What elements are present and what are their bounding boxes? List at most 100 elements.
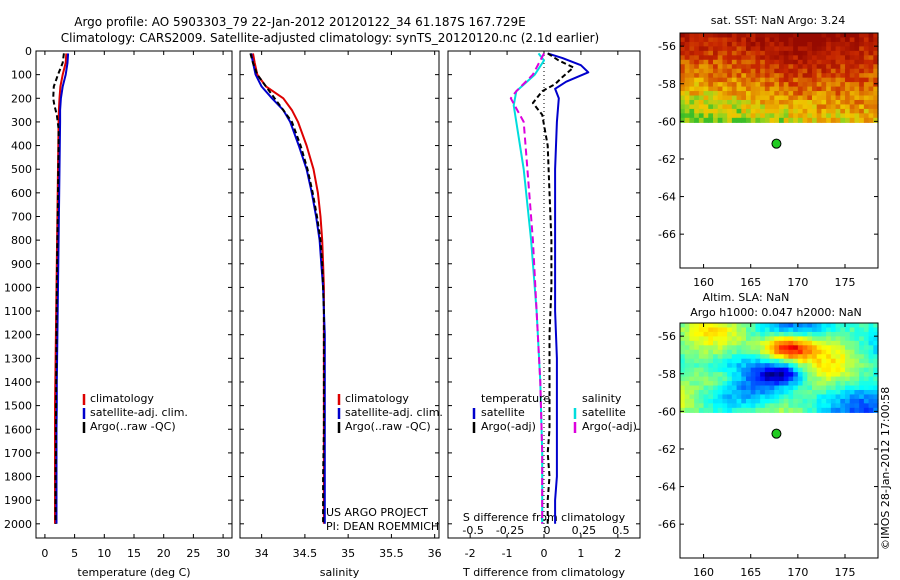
sla_map-heatmap-cell (769, 323, 775, 329)
sst_map-heatmap-cell (873, 91, 879, 97)
salinity-legend-entry: climatology (345, 392, 409, 405)
sla_map-heatmap-cell (826, 403, 832, 409)
sst_map-heatmap-cell (788, 113, 794, 119)
sst_map-heatmap-cell (755, 77, 761, 83)
sst_map-heatmap-cell (854, 37, 860, 43)
sst_map-heatmap-cell (708, 46, 714, 52)
sst_map-heatmap-cell (845, 46, 851, 52)
sst_map-heatmap-cell (788, 68, 794, 74)
sst_map-heatmap-cell (746, 86, 752, 92)
sst_map-heatmap-cell (750, 113, 757, 119)
sla_map-heatmap-cell (835, 394, 841, 400)
sla_map-heatmap-cell (830, 398, 837, 404)
sla_map-heatmap-cell (835, 385, 841, 391)
sst_map-heatmap-cell (713, 68, 719, 74)
sla_map-heatmap-cell (807, 340, 813, 346)
sla_map-heatmap-cell (684, 327, 691, 333)
sst_map-heatmap-cell (755, 55, 761, 61)
sst_map-heatmap-cell (684, 108, 691, 114)
sst_map-heatmap-cell (835, 91, 841, 97)
sst_map-heatmap-cell (779, 117, 785, 123)
sla_map-heatmap-cell (736, 358, 742, 364)
sst_map-heatmap-cell (863, 99, 870, 106)
sst_map-heatmap-cell (684, 113, 691, 119)
sla_map-heatmap-cell (807, 376, 813, 382)
sla_map-heatmap-cell (845, 367, 851, 373)
sst_map-heatmap-cell (746, 68, 752, 74)
sla_map-heatmap-cell (821, 331, 827, 337)
sst_map-heatmap-cell (736, 99, 742, 106)
sla_map-heatmap-cell (736, 349, 742, 355)
sst_map-heatmap-cell (835, 68, 841, 74)
sst_map-heatmap-cell (727, 77, 733, 83)
sla_map-heatmap-cell (793, 354, 799, 360)
sst_map-heatmap-cell (731, 73, 738, 79)
depth-tick-label: 100 (11, 69, 32, 82)
sst_map-heatmap-cell (854, 104, 860, 110)
salinity-xtick-label: 35 (341, 547, 355, 560)
sst_map-heatmap-cell (769, 59, 775, 65)
sla_map-heatmap-cell (703, 336, 709, 342)
sla_map-heatmap-cell (793, 376, 799, 382)
sla_map-heatmap-cell (835, 354, 841, 360)
sla_map-heatmap-cell (835, 398, 841, 404)
sst_map-heatmap-cell (717, 108, 724, 114)
sla_map-heatmap-cell (698, 327, 705, 333)
sst_map-heatmap-cell (694, 41, 700, 47)
sst_map-heatmap-cell (698, 73, 705, 79)
sla_map-heatmap-cell (684, 336, 691, 342)
sst_map-heatmap-cell (797, 77, 804, 83)
sst_map-heatmap-cell (788, 117, 794, 123)
sla_map-heatmap-cell (755, 407, 761, 413)
sst_map-heatmap-cell (760, 41, 766, 47)
sla_map-heatmap-cell (779, 363, 785, 369)
sst_map-heatmap-cell (788, 104, 794, 110)
sst_map-heatmap-cell (717, 33, 724, 39)
sst_map-heatmap-cell (774, 33, 780, 39)
sla_map-heatmap-cell (769, 394, 775, 400)
sst_map-heatmap-cell (840, 73, 846, 79)
sla_map-heatmap-cell (807, 367, 813, 373)
sst_map-heatmap-cell (845, 104, 851, 110)
depth-tick-label: 1500 (4, 400, 32, 413)
sst_map-heatmap-cell (769, 108, 775, 114)
sst_map-heatmap-cell (764, 46, 771, 52)
sla_map-heatmap-cell (802, 340, 808, 346)
sst_map-heatmap-cell (736, 82, 742, 88)
sst_map-heatmap-cell (750, 59, 757, 65)
sla_map-heatmap-cell (769, 403, 775, 409)
sla_map-heatmap-cell (736, 407, 742, 413)
sst_map-heatmap-cell (684, 91, 691, 97)
sst_map-heatmap-cell (783, 68, 790, 74)
sst_map-heatmap-cell (755, 68, 761, 74)
sst_map-heatmap-cell (746, 77, 752, 83)
sla_map-heatmap-cell (698, 407, 705, 413)
sla_map-heatmap-cell (694, 331, 700, 337)
sla_map-heatmap-cell (769, 367, 775, 373)
sst_map-heatmap-cell (684, 95, 691, 101)
sla_map-heatmap-cell (764, 349, 771, 355)
sla_map-heatmap-cell (689, 407, 695, 413)
sst_map-heatmap-cell (845, 73, 851, 79)
sst_map-heatmap-cell (717, 99, 724, 106)
sst_map-heatmap-cell (845, 77, 851, 83)
sst_map-heatmap-cell (812, 37, 818, 43)
sla_map-heatmap-cell (816, 407, 823, 413)
sla_map-heatmap-cell (713, 398, 719, 404)
sst_map-heatmap-cell (769, 113, 775, 119)
sla_map-heatmap-cell (830, 367, 837, 373)
sla_map-heatmap-cell (760, 394, 766, 400)
sst_map-heatmap-cell (807, 117, 813, 123)
sst_map-heatmap-cell (736, 64, 742, 70)
sst_map-heatmap-cell (746, 95, 752, 101)
sst_map-heatmap-cell (802, 77, 808, 83)
sla_map-heatmap-cell (788, 381, 794, 387)
sla_map-heatmap-cell (750, 367, 757, 373)
sst_map-heatmap-cell (807, 86, 813, 92)
sst_map-heatmap-cell (821, 113, 827, 119)
sst_map-heatmap-cell (741, 55, 747, 61)
sla_map-heatmap-cell (788, 345, 794, 351)
sla_map-heatmap-cell (689, 331, 695, 337)
sst_map-heatmap-cell (840, 108, 846, 114)
sst_map-heatmap-cell (694, 117, 700, 123)
